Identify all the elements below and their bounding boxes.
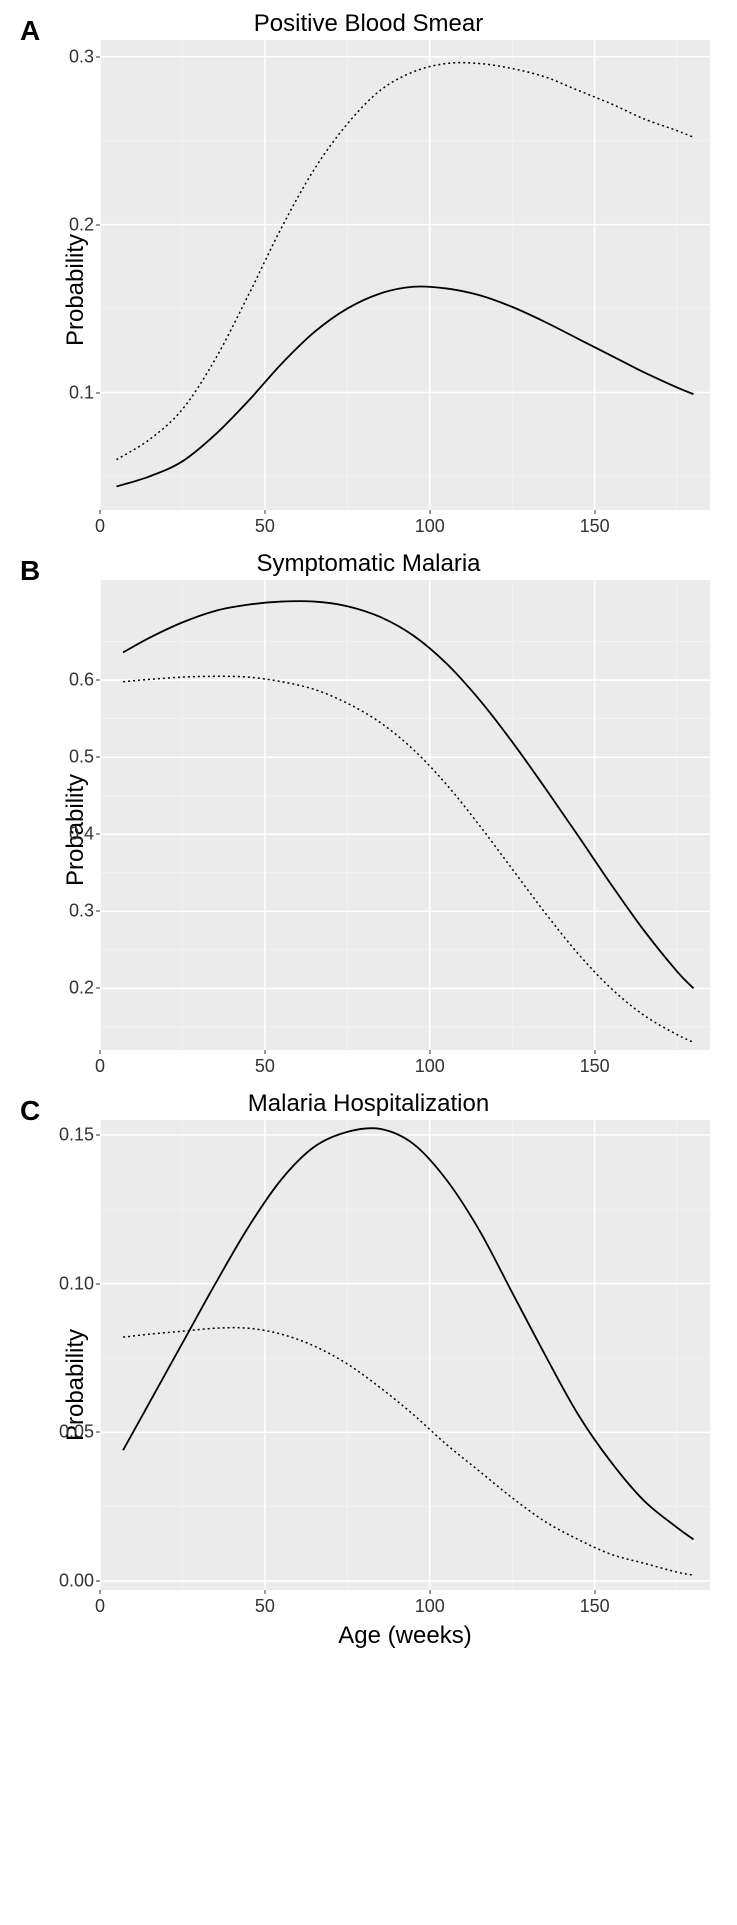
- plot-area: 0.000.050.100.15: [100, 1120, 710, 1590]
- panel-b: BSymptomatic MalariaProbability0.20.30.4…: [20, 550, 717, 1080]
- x-tick-label: 150: [580, 516, 610, 537]
- x-tick-label: 50: [255, 1056, 275, 1077]
- y-tick-label: 0.15: [50, 1124, 94, 1145]
- panel-label: A: [20, 15, 40, 47]
- chart-container: Probability0.000.050.100.15050100150Age …: [100, 1120, 707, 1650]
- chart-title: Symptomatic Malaria: [20, 550, 717, 578]
- x-tick-label: 0: [95, 516, 105, 537]
- y-tick-label: 0.2: [50, 978, 94, 999]
- x-tick-label: 100: [415, 1056, 445, 1077]
- y-tick-label: 0.5: [50, 747, 94, 768]
- plot-area: 0.10.20.3: [100, 40, 710, 510]
- y-axis: 0.00 0.05 0.10 0.15: [50, 1120, 100, 1590]
- chart-title: Positive Blood Smear: [20, 10, 717, 38]
- y-tick-label: 0.05: [50, 1422, 94, 1443]
- y-tick-label: 0.3: [50, 901, 94, 922]
- chart-title: Malaria Hospitalization: [20, 1090, 717, 1118]
- x-axis: 050100150: [100, 510, 710, 540]
- x-tick-label: 0: [95, 1056, 105, 1077]
- y-tick-label: 0.10: [50, 1273, 94, 1294]
- series-line-solid: [123, 601, 693, 988]
- x-tick-label: 50: [255, 1596, 275, 1617]
- series-line-dotted: [123, 676, 693, 1042]
- y-tick-label: 0.1: [50, 382, 94, 403]
- panel-c: CMalaria HospitalizationProbability0.000…: [20, 1090, 717, 1650]
- x-axis: 050100150: [100, 1590, 710, 1620]
- x-tick-label: 150: [580, 1056, 610, 1077]
- y-tick-label: 0.2: [50, 214, 94, 235]
- panel-a: APositive Blood SmearProbability0.10.20.…: [20, 10, 717, 540]
- y-tick-label: 0.4: [50, 824, 94, 845]
- y-tick-label: 0.6: [50, 670, 94, 691]
- x-tick-label: 150: [580, 1596, 610, 1617]
- x-tick-label: 100: [415, 1596, 445, 1617]
- plot-area: 0.20.30.40.50.6: [100, 580, 710, 1050]
- y-tick-label: 0.00: [50, 1571, 94, 1592]
- x-tick-label: 0: [95, 1596, 105, 1617]
- chart-container: Probability0.20.30.40.50.6050100150: [100, 580, 707, 1080]
- x-axis: 050100150: [100, 1050, 710, 1080]
- series-line-solid: [123, 1128, 693, 1539]
- series-line-solid: [116, 286, 693, 486]
- x-tick-label: 50: [255, 516, 275, 537]
- x-tick-label: 100: [415, 516, 445, 537]
- x-axis-label: Age (weeks): [100, 1622, 710, 1650]
- panel-label: B: [20, 555, 40, 587]
- y-tick-label: 0.3: [50, 46, 94, 67]
- series-line-dotted: [116, 63, 693, 460]
- y-axis: 0.2 0.3 0.4 0.5 0.6: [50, 580, 100, 1050]
- series-line-dotted: [123, 1328, 693, 1575]
- panel-label: C: [20, 1095, 40, 1127]
- chart-container: Probability0.10.20.3050100150: [100, 40, 707, 540]
- y-axis: 0.1 0.2 0.3: [50, 40, 100, 510]
